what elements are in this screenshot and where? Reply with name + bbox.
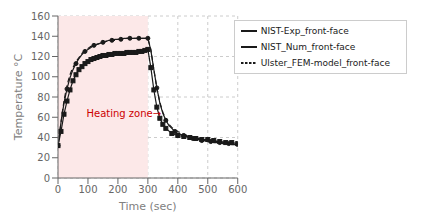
- svg-text:100: 100: [31, 71, 50, 82]
- svg-text:20: 20: [37, 152, 50, 163]
- svg-text:60: 60: [37, 112, 50, 123]
- svg-text:Time (sec): Time (sec): [118, 200, 177, 213]
- svg-text:140: 140: [31, 31, 50, 42]
- svg-text:200: 200: [108, 184, 127, 195]
- svg-text:Heating zone→: Heating zone→: [86, 108, 161, 119]
- svg-text:Temperature °C: Temperature °C: [12, 54, 25, 142]
- svg-text:0: 0: [44, 173, 50, 184]
- svg-text:100: 100: [78, 184, 97, 195]
- svg-text:400: 400: [168, 184, 187, 195]
- svg-text:500: 500: [198, 184, 217, 195]
- html-text:Ulster_FEM-model_front-face: Ulster_FEM-model_front-face: [260, 57, 390, 68]
- svg-text:600: 600: [228, 184, 247, 195]
- svg-text:120: 120: [31, 51, 50, 62]
- svg-text:300: 300: [138, 184, 157, 195]
- svg-text:80: 80: [37, 92, 50, 103]
- svg-text:40: 40: [37, 132, 50, 143]
- html-text:NIST-Exp_front-face: NIST-Exp_front-face: [260, 25, 349, 36]
- svg-text:0: 0: [55, 184, 61, 195]
- html-text:NIST_Num_front-face: NIST_Num_front-face: [260, 41, 356, 52]
- svg-text:160: 160: [31, 11, 50, 22]
